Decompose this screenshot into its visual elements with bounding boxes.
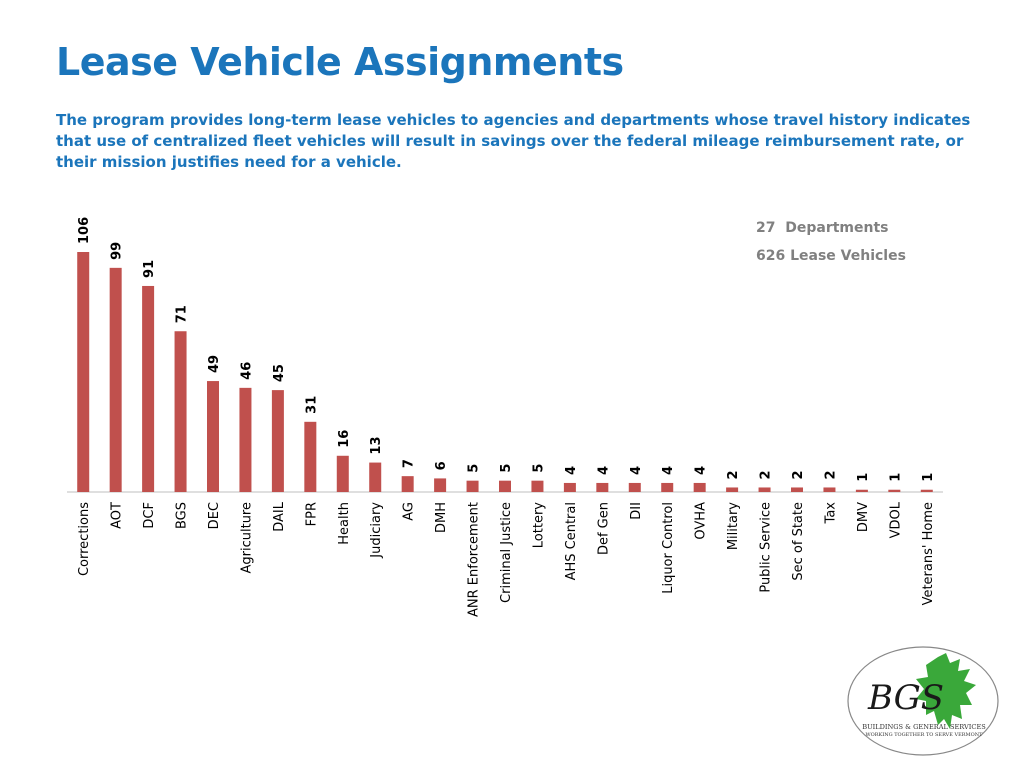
bar-value-label: 45 [272,364,287,382]
bar-ovha [693,482,706,492]
bar-value-label: 1 [921,473,936,482]
bar-value-label: 16 [337,430,352,448]
bar-dmh [434,478,447,492]
logo-line2: WORKING TOGETHER TO SERVE VERMONT [866,732,984,738]
bar-anr-enforcement [466,480,479,492]
bar-value-label: 2 [823,470,838,479]
category-label: Def Gen [596,502,611,555]
bar-sec-of-state [791,487,803,492]
category-label: Sec of State [791,502,806,581]
category-label: Health [337,502,352,545]
bar-ag [401,476,414,492]
bar-value-label: 2 [791,470,806,479]
bar-value-label: 5 [467,464,482,473]
category-label: Corrections [77,502,92,576]
bar-value-label: 31 [304,396,319,414]
bar-dcf [142,285,155,492]
bar-tax [823,487,836,492]
category-label: Tax [823,502,838,525]
page-description: The program provides long-term lease veh… [56,111,971,171]
category-label: FPR [304,502,319,526]
logo-line1: BUILDINGS & GENERAL SERVICES [862,723,986,731]
bgs-logo: BGS BUILDINGS & GENERAL SERVICES WORKING… [847,646,999,756]
bar-judiciary [369,462,382,492]
bar-value-label: 5 [531,464,546,473]
bar-def-gen [596,482,609,492]
category-label: Veterans' Home [921,502,936,605]
category-label: DEC [207,502,222,529]
bar-aot [109,267,122,492]
bar-bgs [174,331,187,492]
bar-value-label: 91 [142,260,157,278]
bar-value-label: 1 [856,473,871,482]
bar-fpr [304,421,317,492]
category-label: Liquor Control [661,502,676,594]
bar-value-label: 46 [239,362,254,380]
bar-value-label: 5 [499,464,514,473]
bar-dmv [855,489,868,492]
category-label: BGS [175,502,190,529]
bar-military [726,487,739,492]
category-label: AOT [110,502,125,529]
category-label: DAIL [272,501,287,532]
category-label: Military [726,502,741,550]
category-label: Lottery [531,502,546,549]
category-label: DMV [856,502,871,532]
summary-stats: 27 Departments 626 Lease Vehicles [756,214,906,270]
bar-agriculture [239,387,252,492]
category-label: Judiciary [369,502,384,559]
bar-value-label: 71 [175,305,190,323]
bar-dail [271,390,284,492]
bar-value-label: 49 [207,355,222,373]
category-label: ANR Enforcement [467,502,482,617]
bar-dec [207,381,219,492]
vehicles-count: 626 Lease Vehicles [756,248,906,264]
bar-liquor-control [661,482,674,492]
category-label: Criminal Justice [499,502,514,603]
bar-value-label: 7 [402,459,417,468]
category-label: Agriculture [239,502,254,574]
bar-corrections [77,252,90,492]
category-label: OVHA [694,502,709,540]
category-label: DMH [434,502,449,533]
logo-initials: BGS [867,678,944,718]
category-label: VDOL [888,501,903,538]
bar-value-label: 1 [888,473,903,482]
bar-health [336,455,349,492]
bar-value-label: 106 [77,217,92,244]
bar-value-label: 2 [726,470,741,479]
departments-count: 27 Departments [756,220,889,236]
bar-value-label: 6 [434,461,449,470]
category-label: DII [629,502,644,520]
bar-value-label: 2 [759,470,774,479]
bar-ahs-central [563,482,576,492]
bar-value-label: 4 [694,466,709,475]
bar-value-label: 99 [110,242,125,260]
bar-vdol [888,489,901,492]
category-label: AHS Central [564,502,579,580]
bar-value-label: 4 [596,466,611,475]
bar-value-label: 4 [661,466,676,475]
bar-public-service [758,487,771,492]
bar-value-label: 4 [564,466,579,475]
bar-dii [628,482,641,492]
bar-value-label: 4 [629,466,644,475]
bar-veterans-home [920,489,933,492]
page-title: Lease Vehicle Assignments [56,40,624,84]
category-label: DCF [142,502,157,529]
bar-value-label: 13 [369,436,384,454]
bar-criminal-justice [499,480,511,492]
vermont-leaf-icon [916,653,976,729]
category-label: Public Service [759,502,774,593]
bar-lottery [531,480,544,492]
category-label: AG [402,502,417,521]
